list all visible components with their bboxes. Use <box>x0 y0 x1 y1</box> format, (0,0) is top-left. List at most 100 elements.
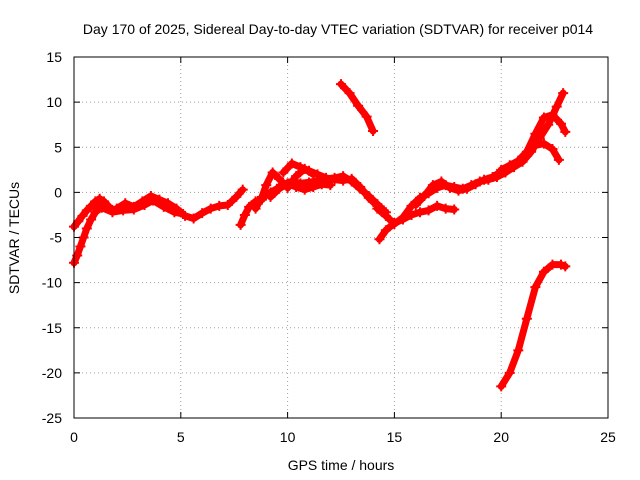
data-point-marker <box>295 162 306 173</box>
data-point-marker <box>237 184 248 195</box>
data-point-marker <box>250 203 261 214</box>
y-axis-title: SDTVAR / TECUs <box>6 182 22 294</box>
y-tick-label: -20 <box>42 365 62 381</box>
data-point-marker <box>496 164 507 175</box>
data-point-marker <box>265 191 276 202</box>
data-point-marker <box>423 205 434 216</box>
data-point-marker <box>77 210 88 221</box>
data-point-marker <box>410 200 421 211</box>
data-point-marker <box>560 261 571 272</box>
data-point-marker <box>538 138 549 149</box>
data-point-marker <box>278 167 289 178</box>
data-point-marker <box>303 165 314 176</box>
data-point-marker <box>380 210 391 221</box>
data-point-marker <box>346 173 357 184</box>
data-point-marker <box>487 172 498 183</box>
data-point-marker <box>78 232 89 243</box>
data-point-marker <box>128 204 139 215</box>
data-point-marker <box>406 209 417 220</box>
data-point-marker <box>308 181 319 192</box>
data-point-marker <box>338 175 349 186</box>
data-point-marker <box>158 201 169 212</box>
data-point-marker <box>177 209 188 220</box>
data-point-marker <box>120 198 131 209</box>
data-point-marker <box>449 204 460 215</box>
data-point-marker <box>530 282 541 293</box>
x-tick-label: 25 <box>600 429 616 445</box>
series-track-12 <box>336 79 379 137</box>
data-point-marker <box>107 207 118 218</box>
data-point-marker <box>316 179 327 190</box>
data-point-marker <box>336 79 346 90</box>
y-tick-label: -15 <box>42 320 62 336</box>
data-point-marker <box>256 191 267 202</box>
data-point-marker <box>547 259 558 270</box>
data-point-marker <box>235 219 246 230</box>
data-point-marker <box>75 241 86 252</box>
data-point-marker <box>547 109 558 120</box>
series-track-13 <box>496 259 571 392</box>
data-point-marker <box>530 140 541 151</box>
data-point-marker <box>282 178 293 189</box>
series-line <box>375 202 458 243</box>
chart-title: Day 170 of 2025, Sidereal Day-to-day VTE… <box>83 21 593 37</box>
series-line <box>89 197 187 218</box>
x-tick-label: 0 <box>70 429 78 445</box>
data-point-marker <box>286 158 297 169</box>
data-point-marker <box>462 183 473 194</box>
tick-marks <box>73 56 609 419</box>
data-point-marker <box>361 111 372 122</box>
data-point-marker <box>244 201 255 212</box>
data-point-marker <box>312 169 323 180</box>
data-point-marker <box>148 195 159 206</box>
series-track-7 <box>278 158 391 218</box>
data-point-marker <box>344 88 355 99</box>
data-point-marker <box>453 185 464 196</box>
data-point-marker <box>560 126 571 137</box>
data-point-marker <box>169 207 180 218</box>
x-tick-label: 15 <box>387 429 403 445</box>
data-point-marker <box>372 203 383 214</box>
data-point-marker <box>96 202 107 213</box>
data-point-marker <box>239 209 250 220</box>
series-layer <box>69 79 571 392</box>
data-point-marker <box>214 200 225 211</box>
data-point-marker <box>321 172 332 183</box>
data-point-marker <box>231 191 242 202</box>
data-point-marker <box>479 174 490 185</box>
x-tick-labels: 0 5 10 15 20 25 <box>70 429 616 445</box>
data-point-marker <box>530 128 541 139</box>
data-point-marker <box>547 144 558 155</box>
data-point-marker <box>139 200 150 211</box>
data-point-marker <box>543 119 554 130</box>
data-point-marker <box>267 167 278 178</box>
data-point-marker <box>380 225 391 236</box>
data-point-marker <box>538 266 549 277</box>
data-point-marker <box>73 216 84 227</box>
y-tick-label: 5 <box>54 139 62 155</box>
x-tick-label: 20 <box>493 429 509 445</box>
data-point-marker <box>521 149 532 160</box>
data-point-marker <box>261 180 272 191</box>
data-point-marker <box>470 179 481 190</box>
data-point-marker <box>521 313 532 324</box>
data-point-marker <box>504 160 515 171</box>
data-point-marker <box>432 200 443 211</box>
data-point-marker <box>368 126 379 137</box>
data-point-marker <box>553 154 564 165</box>
data-point-marker <box>188 213 199 224</box>
data-point-marker <box>551 101 562 112</box>
data-point-marker <box>415 207 426 218</box>
y-tick-label: 10 <box>46 94 62 110</box>
data-point-marker <box>513 155 524 166</box>
data-point-marker <box>291 181 302 192</box>
data-point-marker <box>397 214 408 225</box>
data-point-marker <box>118 205 129 216</box>
data-point-marker <box>419 190 430 201</box>
data-point-marker <box>513 345 524 356</box>
data-point-marker <box>299 184 310 195</box>
data-point-marker <box>440 203 451 214</box>
y-tick-label: 0 <box>54 184 62 200</box>
